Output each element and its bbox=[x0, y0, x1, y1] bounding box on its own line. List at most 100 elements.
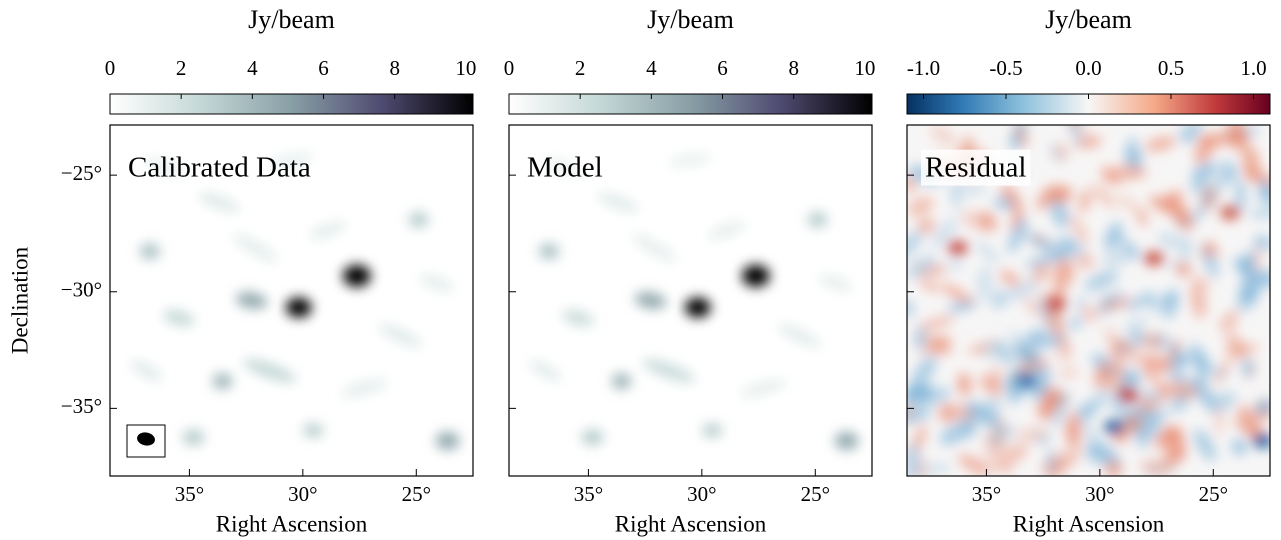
texture bbox=[1127, 166, 1147, 179]
x-tick-label: 25° bbox=[402, 482, 431, 506]
texture bbox=[1110, 337, 1123, 372]
texture bbox=[1033, 252, 1068, 264]
colorbar-tick-label: 0 bbox=[105, 56, 116, 80]
texture bbox=[993, 462, 1015, 472]
texture bbox=[235, 292, 268, 309]
texture bbox=[1148, 195, 1178, 215]
texture bbox=[1081, 305, 1098, 323]
texture bbox=[232, 233, 278, 262]
texture bbox=[1214, 405, 1224, 437]
texture bbox=[1014, 125, 1029, 150]
texture bbox=[907, 175, 916, 193]
x-axis-label: Right Ascension bbox=[216, 511, 368, 536]
title-box bbox=[921, 149, 1031, 186]
texture bbox=[308, 221, 347, 240]
texture bbox=[940, 283, 973, 304]
texture bbox=[702, 423, 723, 438]
texture bbox=[163, 310, 195, 326]
texture bbox=[957, 372, 972, 397]
texture bbox=[1124, 148, 1144, 170]
x-tick-label: 30° bbox=[288, 482, 317, 506]
texture bbox=[1121, 369, 1142, 388]
texture bbox=[1190, 280, 1207, 320]
texture bbox=[1156, 232, 1187, 250]
colorbar bbox=[109, 93, 474, 115]
texture bbox=[1000, 445, 1028, 463]
texture bbox=[975, 240, 1000, 264]
texture bbox=[1242, 144, 1260, 178]
texture bbox=[1178, 129, 1194, 144]
texture bbox=[538, 243, 559, 260]
texture bbox=[990, 289, 1008, 310]
texture bbox=[1056, 334, 1072, 362]
texture bbox=[1248, 208, 1270, 219]
texture bbox=[634, 292, 667, 309]
texture bbox=[999, 269, 1021, 287]
texture bbox=[1162, 288, 1180, 319]
texture bbox=[1123, 414, 1143, 434]
texture bbox=[212, 373, 233, 390]
texture bbox=[1170, 353, 1191, 369]
y-tick-label: −30° bbox=[61, 278, 102, 302]
texture bbox=[913, 325, 927, 352]
texture bbox=[1219, 160, 1239, 180]
x-tick-label: 30° bbox=[1085, 482, 1114, 506]
colorbar-tick-label: 2 bbox=[176, 56, 187, 80]
texture bbox=[139, 243, 160, 260]
texture bbox=[930, 125, 957, 147]
texture bbox=[957, 454, 992, 476]
colorbar-tick-label: 1.0 bbox=[1240, 56, 1266, 80]
texture bbox=[408, 211, 429, 228]
y-tick-label: −35° bbox=[61, 394, 102, 418]
texture bbox=[1098, 290, 1113, 310]
texture bbox=[946, 256, 964, 272]
texture bbox=[1046, 463, 1066, 476]
texture bbox=[1237, 405, 1263, 439]
texture bbox=[987, 423, 1016, 446]
texture bbox=[950, 403, 974, 423]
texture bbox=[907, 197, 934, 216]
panel-title: Model bbox=[527, 152, 603, 184]
texture bbox=[947, 240, 968, 255]
texture bbox=[1191, 162, 1218, 180]
colorbar-tick-label: 6 bbox=[318, 56, 329, 80]
texture bbox=[910, 355, 937, 391]
texture bbox=[1084, 270, 1119, 291]
texture bbox=[1031, 365, 1051, 402]
texture bbox=[1219, 310, 1239, 332]
colorbar-tick-label: 4 bbox=[247, 56, 258, 80]
texture bbox=[739, 379, 787, 397]
texture bbox=[1185, 125, 1203, 137]
texture bbox=[951, 184, 988, 196]
texture bbox=[182, 429, 205, 446]
image bbox=[130, 153, 460, 450]
texture bbox=[562, 310, 594, 326]
texture bbox=[1103, 419, 1124, 434]
texture bbox=[285, 297, 312, 318]
texture bbox=[1223, 344, 1260, 355]
texture bbox=[907, 230, 923, 261]
texture bbox=[1193, 428, 1217, 462]
texture bbox=[1151, 462, 1176, 476]
image bbox=[529, 153, 859, 450]
texture bbox=[1030, 233, 1050, 246]
texture bbox=[930, 218, 958, 249]
texture bbox=[243, 359, 297, 383]
texture bbox=[992, 365, 1001, 389]
texture bbox=[1036, 184, 1058, 210]
texture bbox=[1135, 428, 1149, 450]
texture bbox=[1117, 193, 1142, 215]
colorbar bbox=[508, 93, 873, 115]
y-axis-label: Declination bbox=[7, 246, 32, 354]
texture bbox=[1181, 237, 1191, 266]
texture bbox=[1188, 375, 1216, 409]
texture bbox=[1104, 221, 1123, 251]
texture bbox=[1137, 208, 1148, 227]
texture bbox=[1105, 460, 1123, 476]
colorbar-tick-label: 10 bbox=[854, 56, 875, 80]
x-tick-label: 35° bbox=[175, 482, 204, 506]
x-axis-label: Right Ascension bbox=[1013, 511, 1165, 536]
texture bbox=[1220, 205, 1241, 220]
texture bbox=[993, 196, 1015, 211]
texture bbox=[1015, 426, 1048, 443]
